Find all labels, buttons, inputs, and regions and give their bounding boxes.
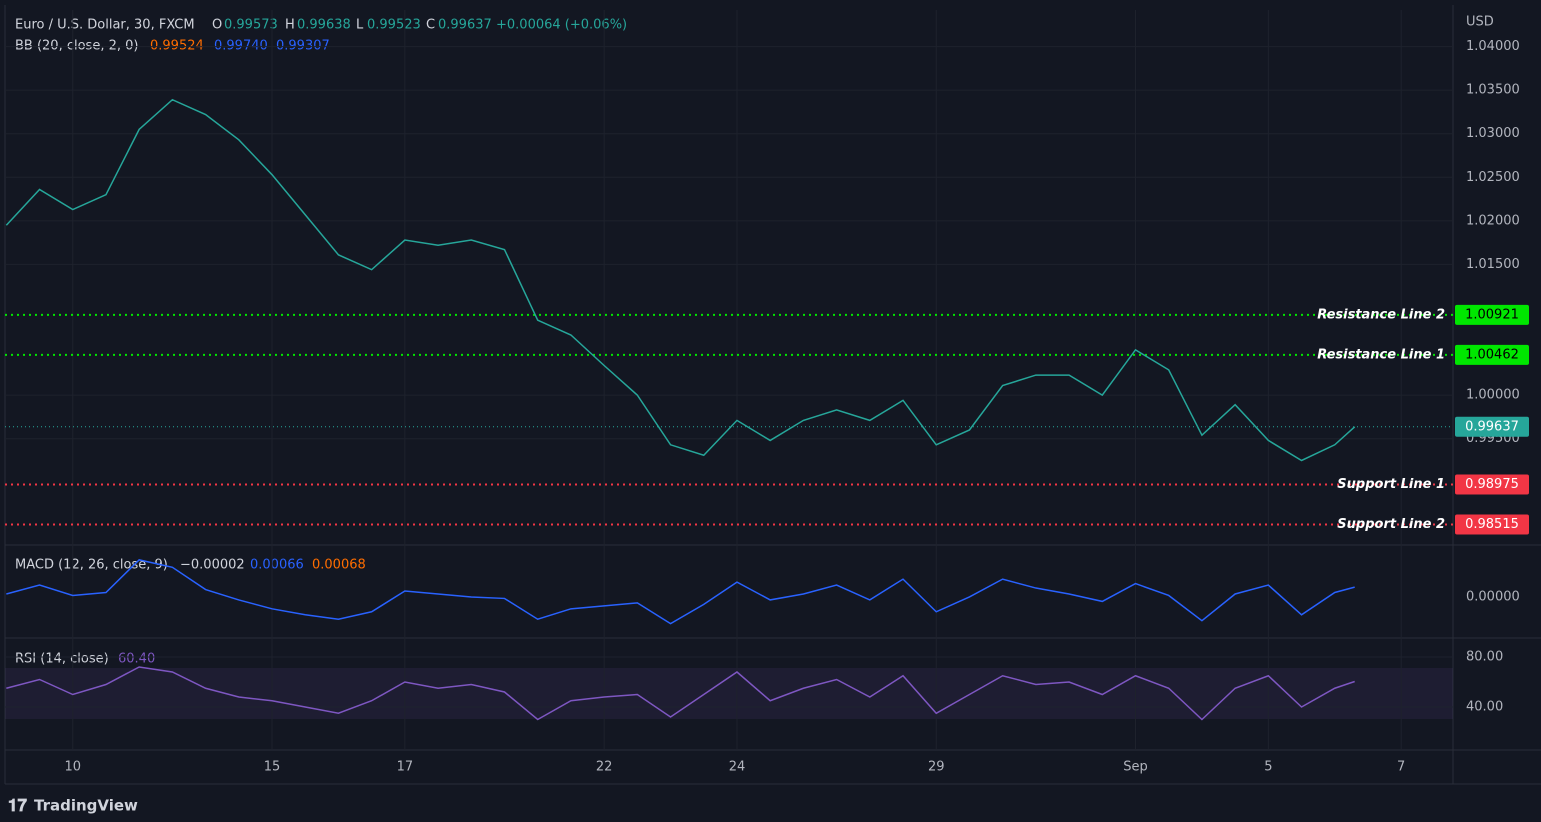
- x-tick-label: 22: [596, 760, 613, 775]
- ohlc-value: 0.99638: [297, 18, 351, 33]
- ohlc-value: 0.99573: [224, 18, 278, 33]
- price-tag: [1455, 474, 1529, 495]
- price-tag-label: 1.00462: [1465, 347, 1519, 362]
- symbol: Euro / U.S. Dollar, 30, FXCM: [15, 18, 195, 33]
- rsi-value: 60.40: [118, 652, 155, 667]
- y-tick-label: 1.01500: [1466, 257, 1520, 272]
- y-tick-label: 80.00: [1466, 650, 1503, 665]
- bb-value: 0.99740: [214, 39, 268, 54]
- series-line: [5, 98, 1356, 462]
- price-tag-label: 1.00921: [1465, 307, 1519, 322]
- bb-label: BB (20, close, 2, 0): [15, 39, 138, 54]
- y-tick-label: 1.00000: [1466, 388, 1520, 403]
- price-tag: [1455, 344, 1529, 365]
- x-tick-label: 7: [1397, 760, 1405, 775]
- level-label: Support Line 2: [1337, 517, 1445, 532]
- ohlc-label: O: [212, 18, 222, 33]
- price-tag-label: 0.98975: [1465, 477, 1519, 492]
- brand: TradingView: [34, 797, 138, 815]
- x-tick-label: 10: [64, 760, 81, 775]
- x-tick-label: 5: [1264, 760, 1272, 775]
- ohlc-label: L: [356, 18, 364, 33]
- level-label: Support Line 1: [1337, 477, 1445, 492]
- level-label: Resistance Line 2: [1317, 307, 1445, 322]
- rsi-label: RSI (14, close): [15, 652, 109, 667]
- macd-value: 0.00066: [250, 558, 304, 573]
- rsi-band: [5, 668, 1453, 719]
- y-tick-label: 1.04000: [1466, 39, 1520, 54]
- series-line: [6, 666, 1355, 721]
- bb-value: 0.99307: [276, 39, 330, 54]
- ohlc-value: 0.99523: [367, 18, 421, 33]
- y-tick-label: 1.03000: [1466, 126, 1520, 141]
- series-line: [6, 559, 1355, 625]
- level-label: Resistance Line 1: [1317, 347, 1445, 362]
- macd-label: MACD (12, 26, close, 9): [15, 558, 168, 573]
- logo: 𝟏𝟕: [8, 796, 27, 816]
- price-tag: [1455, 416, 1529, 437]
- y-tick-label: 0.00000: [1466, 589, 1520, 604]
- price-tag: [1455, 304, 1529, 325]
- price-tag-label: 0.98515: [1465, 517, 1519, 532]
- x-tick-label: 24: [729, 760, 746, 775]
- ohlc-label: H: [285, 18, 295, 33]
- macd-value: −0.00002: [180, 558, 245, 573]
- x-tick-label: 15: [264, 760, 281, 775]
- x-tick-label: Sep: [1123, 760, 1148, 775]
- y-tick-label: 1.02000: [1466, 213, 1520, 228]
- ohlc-label: C: [426, 18, 435, 33]
- currency: USD: [1466, 15, 1494, 30]
- y-tick-label: 1.02500: [1466, 170, 1520, 185]
- pane-borders: [4, 5, 1541, 785]
- bb-value: 0.99524: [150, 39, 204, 54]
- x-tick-label: 17: [397, 760, 414, 775]
- y-tick-label: 1.03500: [1466, 83, 1520, 98]
- ohlc-value: 0.99637: [438, 18, 492, 33]
- y-tick-label: 40.00: [1466, 700, 1503, 715]
- macd-value: 0.00068: [312, 558, 366, 573]
- change: +0.00064 (+0.06%): [496, 18, 627, 33]
- x-tick-label: 29: [928, 760, 945, 775]
- price-tag: [1455, 514, 1529, 535]
- price-tag-label: 0.99637: [1465, 419, 1519, 434]
